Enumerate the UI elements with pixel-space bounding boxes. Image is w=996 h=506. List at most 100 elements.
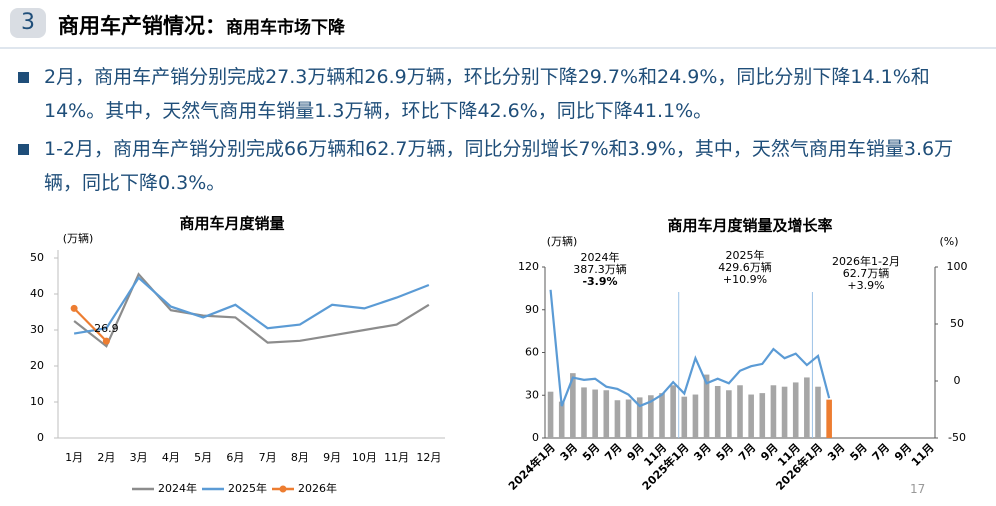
bar xyxy=(770,385,777,438)
title: 商用车产销情况： xyxy=(58,14,226,38)
y-tick-label: 0 xyxy=(37,431,44,444)
annotation: 387.3万辆 xyxy=(573,262,627,276)
x-tick-label: 5月 xyxy=(194,451,212,464)
x-tick-label: 8月 xyxy=(291,451,309,464)
slide-title: 商用车产销情况：商用车市场下降 xyxy=(58,10,345,40)
bar xyxy=(614,400,621,438)
y-label: (万辆) xyxy=(63,231,94,245)
x-tick-label: 3月 xyxy=(130,451,148,464)
bar xyxy=(815,386,821,438)
x-tick-label: 10月 xyxy=(352,451,377,464)
section-number: 3 xyxy=(10,8,46,38)
legend-label: 2024年 xyxy=(158,481,197,495)
legend-marker xyxy=(279,485,287,493)
bar xyxy=(748,394,754,438)
bar xyxy=(558,401,565,438)
y-tick-label: 90 xyxy=(525,303,539,316)
bar xyxy=(781,386,788,438)
x-tick-label: 3月 xyxy=(558,441,580,463)
bar xyxy=(670,385,676,438)
x-tick-label: 7月 xyxy=(602,441,624,463)
bar xyxy=(659,393,665,438)
x-tick-label: 2月 xyxy=(97,451,115,464)
y-label: (万辆) xyxy=(547,234,578,248)
x-tick-label: 7月 xyxy=(870,441,892,463)
y2-tick-label: 0 xyxy=(954,374,961,387)
annotation: +10.9% xyxy=(723,273,767,286)
bar xyxy=(726,390,732,438)
x-tick-label: 2024年1月 xyxy=(505,440,558,493)
bar xyxy=(737,385,743,438)
annotation: +3.9% xyxy=(847,279,884,292)
x-tick-label: 3月 xyxy=(691,441,713,463)
annotation: -3.9% xyxy=(582,275,617,288)
subtitle: 商用车市场下降 xyxy=(226,18,345,38)
annotation: 62.7万辆 xyxy=(843,266,890,280)
legend-label: 2026年 xyxy=(298,481,337,495)
point xyxy=(70,304,78,312)
bar xyxy=(826,399,832,438)
bullet: 2月，商用车产销分别完成27.3万辆和26.9万辆，环比分别下降29.7%和24… xyxy=(18,60,980,128)
page-number: 17 xyxy=(910,482,926,496)
chart-title: 商用车月度销量 xyxy=(179,215,284,233)
bar xyxy=(603,390,610,438)
bar xyxy=(625,399,632,438)
x-tick-label: 12月 xyxy=(416,451,441,464)
bullet-text: 2月，商用车产销分别完成27.3万辆和26.9万辆，环比分别下降29.7%和24… xyxy=(44,66,930,122)
legend-label: 2025年 xyxy=(228,481,267,495)
x-tick-label: 11月 xyxy=(384,451,409,464)
y-tick-label: 30 xyxy=(30,323,44,336)
bar xyxy=(759,393,766,438)
x-tick-label: 5月 xyxy=(847,441,869,463)
x-tick-label: 3月 xyxy=(825,441,847,463)
y2-tick-label: -50 xyxy=(948,431,966,444)
annotation: 2024年 xyxy=(581,250,620,264)
y2-tick-label: 50 xyxy=(950,317,964,330)
y2-tick-label: 100 xyxy=(947,260,968,273)
y-tick-label: 0 xyxy=(532,431,539,444)
bullet: 1-2月，商用车产销分别完成66万辆和62.7万辆，同比分别增长7%和3.9%，… xyxy=(18,132,980,200)
bar xyxy=(792,382,799,438)
bar xyxy=(570,373,576,438)
bar xyxy=(581,387,587,438)
x-tick-label: 4月 xyxy=(162,451,180,464)
bullet-text: 1-2月，商用车产销分别完成66万辆和62.7万辆，同比分别增长7%和3.9%，… xyxy=(44,138,954,194)
y-tick-label: 120 xyxy=(518,260,539,273)
annotation: 2025年 xyxy=(726,248,765,262)
data-label: 26.9 xyxy=(94,322,119,335)
x-tick-label: 1月 xyxy=(65,451,83,464)
annotation: 429.6万辆 xyxy=(718,260,772,274)
bar xyxy=(592,389,598,438)
bar xyxy=(648,395,654,438)
x-tick-label: 7月 xyxy=(259,451,277,464)
bar xyxy=(714,385,721,438)
x-tick-label: 9月 xyxy=(323,451,341,464)
bar xyxy=(681,396,688,438)
y-tick-label: 60 xyxy=(525,346,539,359)
x-tick-label: 5月 xyxy=(714,441,736,463)
point xyxy=(102,337,110,345)
bar xyxy=(692,394,699,438)
annotation: 2026年1-2月 xyxy=(832,254,900,268)
x-tick-label: 5月 xyxy=(580,441,602,463)
header-rule xyxy=(0,47,996,49)
x-tick-label: 11月 xyxy=(909,441,937,469)
series-line xyxy=(549,289,831,408)
bar xyxy=(804,377,810,438)
y-tick-label: 40 xyxy=(30,287,44,300)
bar xyxy=(703,374,710,438)
y-tick-label: 30 xyxy=(525,388,539,401)
x-tick-label: 6月 xyxy=(226,451,244,464)
bar xyxy=(547,391,554,438)
y-tick-label: 10 xyxy=(30,395,44,408)
series-line xyxy=(73,307,108,342)
series-line xyxy=(73,276,430,335)
y-tick-label: 20 xyxy=(30,359,44,372)
chart-title: 商用车月度销量及增长率 xyxy=(667,217,832,235)
y2-label: (%) xyxy=(939,235,958,248)
y-tick-label: 50 xyxy=(30,251,44,264)
x-tick-label: 7月 xyxy=(736,441,758,463)
bar xyxy=(636,397,643,438)
